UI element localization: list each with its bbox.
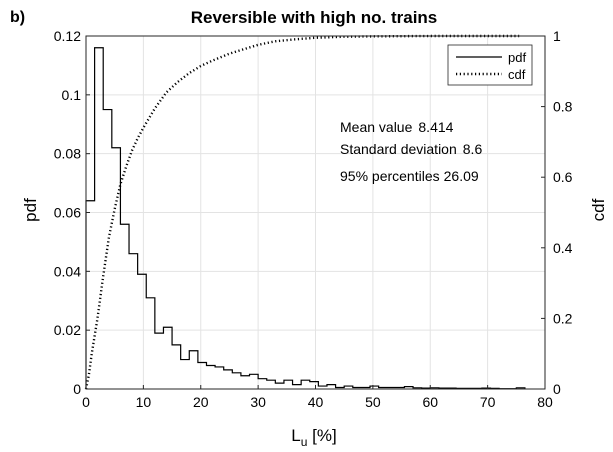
right-tick-label: 0.6 [553, 169, 573, 185]
x-label-main: L [291, 426, 300, 445]
left-tick-label: 0.02 [54, 322, 81, 338]
x-tick-label: 60 [422, 394, 438, 410]
x-tick-label: 30 [250, 394, 266, 410]
annotation-std: Standard deviation 8.6 [340, 141, 482, 157]
right-tick-label: 1 [553, 28, 561, 44]
left-tick-label: 0.08 [54, 146, 81, 162]
right-tick-label: 0 [553, 381, 561, 397]
annotation-percentile: 95% percentiles 26.09 [340, 168, 479, 184]
statistics-annotations: Mean value 8.414 Standard deviation 8.6 95… [340, 119, 482, 184]
panel-label: b) [10, 9, 25, 26]
x-tick-label: 70 [480, 394, 496, 410]
legend: pdf cdf [447, 44, 533, 86]
legend-cdf-label: cdf [508, 67, 526, 82]
x-axis-label: Lu [%] [291, 426, 336, 449]
x-tick-label: 20 [193, 394, 209, 410]
left-axis-ticks: 0 0.02 0.04 0.06 0.08 0.1 0.12 [54, 28, 90, 397]
x-tick-label: 0 [82, 394, 90, 410]
annotation-mean: Mean value 8.414 [340, 119, 454, 135]
left-tick-label: 0.1 [62, 87, 82, 103]
x-tick-label: 50 [365, 394, 381, 410]
pdf-histogram-line [85, 47, 526, 390]
x-label-unit: [%] [307, 426, 336, 445]
left-tick-label: 0.12 [54, 28, 81, 44]
right-tick-label: 0.8 [553, 99, 573, 115]
x-axis-ticks: 0 10 20 30 40 50 60 70 80 [82, 385, 553, 410]
chart-title: Reversible with high no. trains [191, 8, 438, 27]
x-tick-label: 40 [308, 394, 324, 410]
grid-lines [86, 36, 545, 389]
right-tick-label: 0.2 [553, 310, 573, 326]
legend-pdf-label: pdf [508, 50, 526, 65]
right-axis-label: cdf [589, 198, 608, 221]
right-tick-label: 0.4 [553, 240, 573, 256]
legend-box [447, 44, 533, 86]
x-tick-label: 80 [537, 394, 553, 410]
left-tick-label: 0.06 [54, 205, 81, 221]
right-axis-ticks: 0 0.2 0.4 0.6 0.8 1 [541, 28, 573, 397]
left-tick-label: 0.04 [54, 263, 81, 279]
left-tick-label: 0 [73, 381, 81, 397]
x-tick-label: 10 [136, 394, 152, 410]
x-label-subscript: u [301, 435, 308, 449]
left-axis-label: pdf [21, 198, 40, 222]
